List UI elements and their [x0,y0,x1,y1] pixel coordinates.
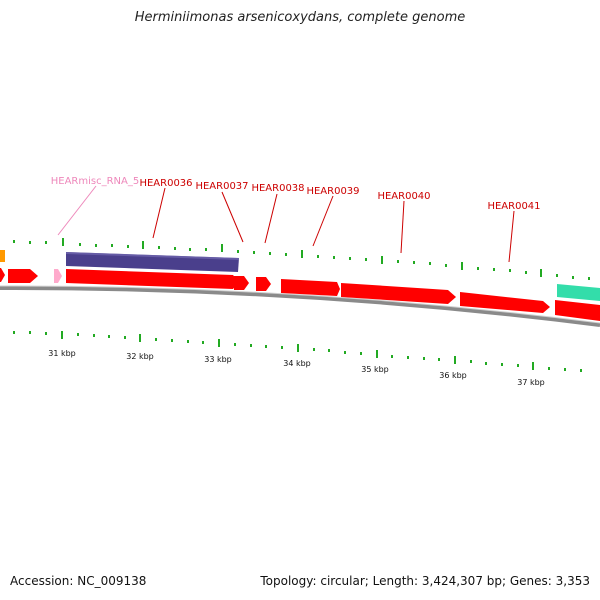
scale-label-31: 31 kbp [48,349,76,358]
cds-arrow-hear0040[interactable] [341,283,456,304]
cds-arrow-hear0039[interactable] [281,279,340,296]
label-leaders [57,185,515,263]
genome-backbone [0,285,600,327]
cds-track [0,268,600,321]
cds-arrow[interactable] [8,269,38,283]
scale-label-37: 37 kbp [517,378,545,387]
label-hear0036: HEAR0036 [139,178,192,189]
label-hear0040: HEAR0040 [377,191,430,202]
cds-arrow[interactable] [0,268,5,282]
label-hearmisc-rna-5: HEARmisc_RNA_5 [51,176,140,187]
scale-label-35: 35 kbp [361,365,389,374]
scale-label-32: 32 kbp [126,352,154,361]
label-hear0041: HEAR0041 [487,201,540,212]
scale-label-33: 33 kbp [204,355,232,364]
label-hear0037: HEAR0037 [195,181,248,192]
cds-arrow-hear0038[interactable] [256,277,271,291]
feature-orange[interactable] [0,250,5,262]
inner-tick-track [13,331,582,372]
cds-arrow-hear0037[interactable] [234,276,249,290]
scale-label-34: 34 kbp [283,359,311,368]
misc-rna-feature[interactable] [54,269,62,283]
label-hear0039: HEAR0039 [306,186,359,197]
outer-tick-track [13,238,590,280]
label-hear0038: HEAR0038 [251,183,304,194]
map-title: Herminiimonas arsenicoxydans, complete g… [134,10,466,25]
cds-arrow-hear0036[interactable] [66,269,239,289]
scale-label-36: 36 kbp [439,371,467,380]
cds-arrow[interactable] [555,300,600,321]
feature-teal[interactable] [557,284,600,301]
accession-text: Accession: NC_009138 [10,574,147,588]
topology-summary: Topology: circular; Length: 3,424,307 bp… [260,574,590,588]
cds-arrow-hear0041[interactable] [460,292,550,313]
